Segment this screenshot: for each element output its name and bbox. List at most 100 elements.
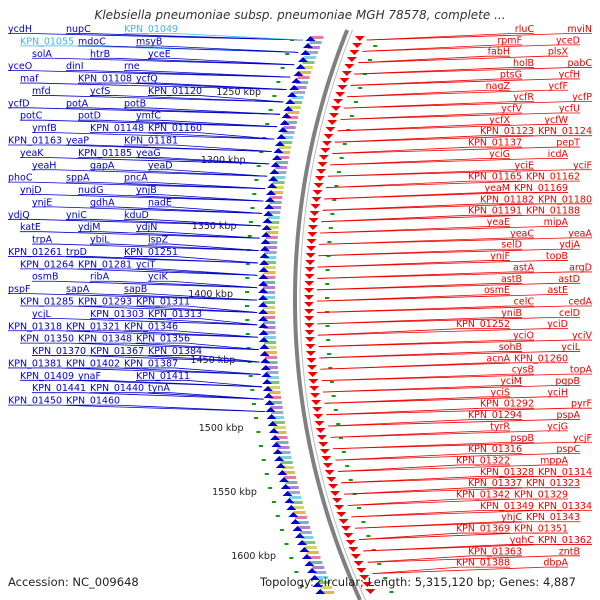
- reverse-gene-arrow: [260, 365, 271, 370]
- gene-label-ydjm: ydjM: [78, 222, 101, 233]
- forward-gene-arrow: [329, 113, 339, 118]
- gene-label-leader: [174, 330, 258, 338]
- feature-band: [263, 276, 276, 279]
- gene-label-leader: [324, 192, 488, 200]
- feature-band: [310, 561, 323, 564]
- gene-label-kpn-01362: KPN_01362: [538, 535, 592, 546]
- gene-label-kpn-01323: KPN_01323: [526, 478, 580, 489]
- gene-label-kpn-01342: KPN_01342: [456, 490, 510, 501]
- gene-label-yeak: yeaK: [20, 148, 44, 159]
- reverse-gene-arrow: [268, 428, 279, 433]
- gene-label-trpd: trpD: [66, 247, 87, 258]
- gene-label-leader: [372, 566, 460, 575]
- reverse-gene-arrow: [281, 113, 292, 118]
- forward-gene-arrow: [338, 519, 349, 524]
- gene-label-leader: [198, 355, 260, 363]
- forward-gene-arrow: [325, 127, 336, 132]
- feature-band: [265, 241, 278, 244]
- gene-label-potc: potC: [20, 111, 43, 122]
- feature-band: [263, 286, 276, 289]
- feature-band: [307, 46, 320, 49]
- gene-label-leader: [326, 407, 484, 416]
- gene-label-leader: [58, 330, 258, 338]
- gene-label-tyrr: tyrR: [490, 421, 510, 432]
- feature-band: [311, 36, 324, 39]
- gene-label-leader: [158, 268, 258, 276]
- feature-band: [282, 471, 295, 474]
- feature-band: [272, 416, 285, 419]
- gene-label-leader: [116, 404, 266, 412]
- forward-gene-arrow: [319, 449, 330, 454]
- feature-band: [265, 361, 278, 364]
- feature-band: [263, 296, 275, 299]
- gene-label-yhjc: yhjC: [501, 512, 522, 523]
- gene-label-ynjd: ynjD: [20, 185, 42, 196]
- feature-band: [264, 256, 277, 259]
- feature-band: [263, 326, 276, 329]
- gene-label-leader: [88, 256, 258, 264]
- gene-label-mipa: mipA: [544, 217, 569, 228]
- gene-label-leader: [318, 339, 512, 347]
- gene-label-astb: astB: [501, 274, 522, 285]
- forward-gene-arrow: [324, 470, 335, 475]
- reverse-gene-arrow: [290, 519, 301, 524]
- reverse-gene-arrow: [258, 330, 269, 335]
- feature-band: [290, 101, 303, 104]
- gene-label-yeam: yeaM: [485, 183, 511, 194]
- gene-label-sapa: sapA: [66, 284, 90, 295]
- forward-gene-arrow: [305, 337, 315, 342]
- gene-label-seld: selD: [501, 240, 522, 251]
- feature-band: [264, 351, 277, 354]
- gene-label-kpn-01402: KPN_01402: [66, 358, 120, 369]
- gene-label-yeap: yeaP: [66, 135, 89, 146]
- reverse-gene-arrow: [258, 316, 269, 321]
- gene-label-lspz: lspZ: [148, 235, 169, 246]
- gene-label-leader: [82, 392, 264, 400]
- forward-gene-arrow: [304, 295, 314, 300]
- gene-label-leader: [100, 119, 277, 128]
- gene-label-leader: [58, 367, 261, 375]
- reverse-gene-arrow: [279, 477, 289, 482]
- gene-label-kpn-01346: KPN_01346: [124, 321, 178, 332]
- forward-gene-arrow: [307, 372, 318, 377]
- feature-band: [290, 501, 303, 504]
- gene-label-yeae: yeaE: [487, 217, 510, 228]
- gene-label-leader: [198, 132, 275, 140]
- gene-label-mfd: mfd: [32, 86, 51, 97]
- feature-band: [299, 531, 312, 534]
- feature-band: [278, 451, 291, 454]
- gene-label-fabh: fabH: [488, 47, 510, 58]
- feature-band: [314, 571, 327, 574]
- gene-label-mvin: mviN: [567, 24, 592, 35]
- gene-label-maf: maf: [20, 74, 39, 85]
- feature-band: [293, 91, 305, 94]
- gene-label-ycee: yceE: [148, 49, 171, 60]
- feature-band: [291, 96, 304, 99]
- gene-label-nade: nadE: [148, 197, 172, 208]
- gene-label-leader: [146, 218, 261, 227]
- reverse-gene-arrow: [266, 414, 277, 419]
- gene-label-leader: [112, 169, 268, 177]
- gene-label-kpn-01180: KPN_01180: [538, 194, 592, 205]
- gene-label-leader: [326, 407, 570, 416]
- gene-label-potd: potD: [78, 111, 101, 122]
- gene-label-leader: [320, 226, 488, 234]
- reverse-gene-arrow: [268, 176, 279, 181]
- forward-gene-arrow: [340, 526, 351, 531]
- gene-label-leader: [54, 243, 259, 251]
- gene-label-yeag: yeaG: [136, 148, 161, 159]
- feature-band: [298, 526, 311, 529]
- gene-label-leader: [358, 55, 546, 64]
- feature-band: [306, 551, 319, 554]
- feature-band: [279, 146, 292, 149]
- forward-gene-arrow: [304, 267, 315, 272]
- feature-band: [263, 311, 276, 314]
- gene-label-leader: [88, 218, 261, 227]
- forward-gene-arrow: [318, 442, 329, 447]
- gene-label-leader: [116, 330, 258, 338]
- gene-label-kpn-01316: KPN_01316: [468, 444, 522, 455]
- gene-label-sapb: sapB: [124, 284, 147, 295]
- gene-label-leader: [140, 132, 275, 140]
- feature-band: [296, 521, 309, 524]
